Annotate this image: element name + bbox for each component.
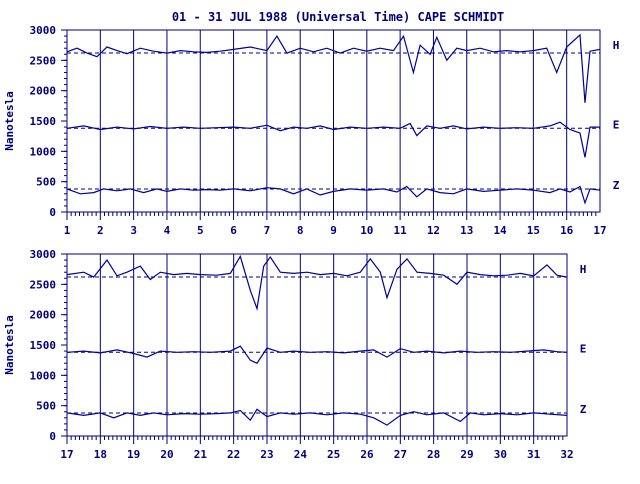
series-label-e: E [613,118,620,131]
x-tick-label: 12 [427,224,440,237]
y-axis-label: Nanotesla [3,91,16,151]
y-tick-label: 1500 [30,339,57,352]
series-h-trace [66,254,568,311]
x-tick-label: 19 [127,448,140,461]
x-tick-label: 18 [94,448,107,461]
series-z-trace [66,408,568,426]
x-tick-label: 25 [327,448,340,461]
series-e-trace [66,345,568,364]
x-tick-label: 2 [97,224,104,237]
series-h-trace [66,33,601,103]
y-tick-label: 0 [49,206,56,219]
y-axis-label: Nanotesla [3,315,16,375]
x-tick-label: 1 [64,224,71,237]
y-tick-label: 0 [49,430,56,443]
y-tick-label: 500 [36,400,56,413]
x-tick-label: 21 [194,448,208,461]
x-tick-label: 13 [460,224,473,237]
y-tick-label: 500 [36,176,56,189]
x-tick-label: 22 [227,448,240,461]
x-tick-label: 30 [494,448,507,461]
y-tick-label: 2000 [30,309,57,322]
x-tick-label: 29 [460,448,473,461]
x-tick-label: 17 [60,448,73,461]
x-tick-label: 31 [527,448,541,461]
y-tick-label: 3000 [30,248,57,261]
x-tick-label: 11 [394,224,408,237]
panels: 1 2 3 4 5 6 7 8 9 10 11 12 13 14 15 16 17300025002000150… [3,24,620,461]
y-tick-label: 2500 [30,278,57,291]
series-label-h: H [613,39,620,52]
panel-1: 1 2 3 4 5 6 7 8 9 10 11 12 13 14 15 16 17300025002000150… [3,24,620,237]
x-tick-label: 27 [394,448,407,461]
y-tick-label: 2500 [30,54,57,67]
x-tick-label: 7 [264,224,271,237]
series-label-e: E [580,342,587,355]
y-tick-label: 1000 [30,369,57,382]
x-tick-label: 9 [330,224,337,237]
x-tick-label: 6 [230,224,237,237]
x-tick-label: 5 [197,224,204,237]
x-tick-label: 15 [527,224,540,237]
series-label-z: Z [580,403,587,416]
y-tick-label: 2000 [30,85,57,98]
y-tick-label: 1500 [30,115,57,128]
series-label-z: Z [613,179,620,192]
x-tick-label: 24 [294,448,308,461]
panel-2: 17 18 19 20 21 22 23 24 25 26 27 28 29 30 31 32 3000 2500… [3,248,587,461]
x-tick-label: 3 [130,224,137,237]
x-tick-label: 8 [297,224,304,237]
x-tick-label: 28 [427,448,440,461]
x-tick-label: 14 [493,224,507,237]
y-tick-label: 1000 [30,145,57,158]
x-tick-label: 4 [164,224,171,237]
series-e-trace [66,121,600,158]
chart-title: 01 - 31 JUL 1988 (Universal Time) CAPE S… [172,10,504,24]
x-tick-label: 17 [593,224,606,237]
x-tick-label: 20 [160,448,173,461]
x-tick-label: 23 [260,448,273,461]
x-tick-label: 16 [560,224,574,237]
x-tick-label: 10 [360,224,373,237]
series-label-h: H [580,263,587,276]
series-z-trace [66,185,601,205]
x-tick-label: 32 [560,448,573,461]
plot-frame [66,253,568,437]
x-tick-label: 26 [360,448,374,461]
y-tick-label: 3000 [30,24,57,37]
